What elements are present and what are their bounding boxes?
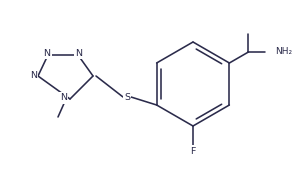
Text: N: N: [60, 94, 67, 102]
Text: NH₂: NH₂: [275, 48, 293, 56]
Text: F: F: [190, 147, 196, 155]
Text: N: N: [43, 49, 50, 57]
Text: N: N: [76, 49, 82, 57]
Text: S: S: [124, 93, 130, 102]
Text: N: N: [30, 71, 37, 81]
